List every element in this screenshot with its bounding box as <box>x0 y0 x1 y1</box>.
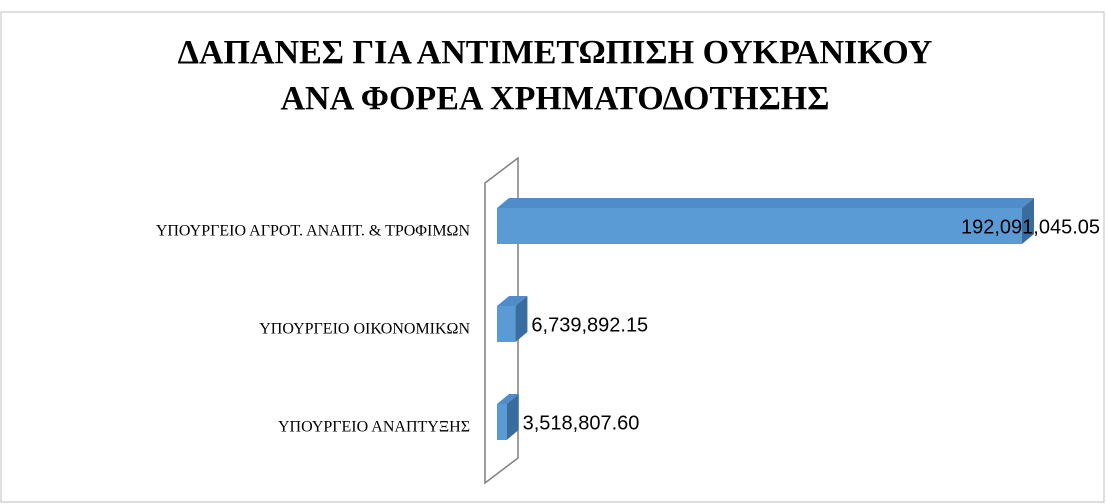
category-label: ΥΠΟΥΡΓΕΙΟ ΟΙΚΟΝΟΜΙΚΩΝ <box>259 321 470 338</box>
bar-side <box>515 296 528 342</box>
chart-frame <box>0 11 1105 503</box>
bar-side <box>1022 198 1034 244</box>
bar <box>497 404 507 440</box>
data-label: 6,739,892.15 <box>531 314 648 336</box>
bar-top <box>497 394 519 404</box>
bar <box>497 208 1022 244</box>
bar <box>497 306 516 342</box>
category-label: ΥΠΟΥΡΓΕΙΟ ΑΓΡΟΤ. ΑΝΑΠΤ. & ΤΡΟΦΙΜΩΝ <box>156 223 471 240</box>
chart-title: ΑΝΑ ΦΟΡΕΑ ΧΡΗΜΑΤΟΔΟΤΗΣΗΣ <box>281 80 830 117</box>
back-wall <box>484 156 519 485</box>
bar-top <box>497 198 1034 208</box>
bar-top <box>497 296 528 306</box>
bar-side <box>506 394 519 440</box>
data-label: 3,518,807.60 <box>523 412 640 434</box>
chart-title: ΔΑΠΑΝΕΣ ΓΙΑ ΑΝΤΙΜΕΤΩΠΙΣΗ ΟΥΚΡΑΝΙΚΟΥ <box>178 34 933 71</box>
data-label: 192,091,045.05 <box>961 216 1100 238</box>
category-label: ΥΠΟΥΡΓΕΙΟ ΑΝΑΠΤΥΞΗΣ <box>278 419 470 436</box>
